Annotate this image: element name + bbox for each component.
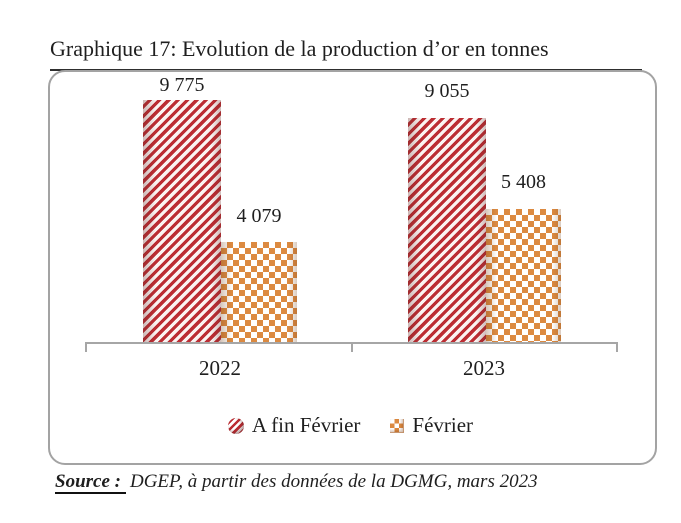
bar-value-label: 9 055: [424, 80, 470, 102]
source-line: Source : DGEP, à partir des données de la…: [55, 471, 538, 494]
legend-item-a-fin-fevrier: A fin Février: [227, 413, 361, 438]
bar-2023-a-fin-fevrier: 9 055: [408, 80, 486, 344]
striped-sphere-icon: [227, 417, 244, 434]
source-prefix: Source :: [55, 471, 126, 494]
x-axis-tick: [351, 342, 353, 352]
bar-2023-fevrier: 5 408: [486, 171, 561, 344]
bar-value-label: 9 775: [159, 74, 205, 96]
category-label-2023: 2023: [463, 356, 505, 380]
chart-frame: [48, 70, 657, 465]
legend: A fin Février Février: [48, 413, 653, 438]
bar-value-label: 5 408: [501, 171, 546, 193]
checkered-cube-icon: [390, 418, 405, 433]
bar-2022-a-fin-fevrier: 9 775: [143, 74, 221, 344]
source-text: DGEP, à partir des données de la DGMG, m…: [129, 471, 538, 492]
chart-title: Graphique 17: Evolution de la production…: [50, 36, 642, 71]
legend-item-fevrier: Février: [390, 413, 473, 438]
x-axis-tick: [85, 342, 87, 352]
bar-2022-fevrier: 4 079: [221, 205, 297, 344]
bar-value-label: 4 079: [236, 205, 282, 227]
category-label-2022: 2022: [199, 356, 241, 380]
x-axis-tick: [616, 342, 618, 352]
legend-label: A fin Février: [251, 413, 361, 437]
legend-label: Février: [412, 413, 474, 437]
